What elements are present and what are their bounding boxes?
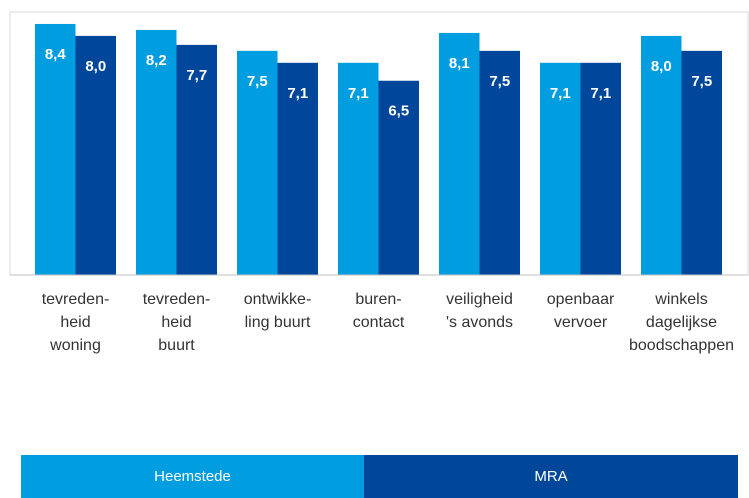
- value-label: 7,1: [550, 85, 571, 102]
- x-tick-label-line: boodschappen: [629, 337, 734, 354]
- x-tick-label-line: buren-: [355, 291, 401, 308]
- bar: [338, 62, 379, 275]
- value-label: 7,1: [287, 85, 308, 102]
- x-tick-label-line: heid: [161, 314, 191, 331]
- x-tick-label-line: contact: [353, 314, 405, 331]
- legend-label: Heemstede: [154, 468, 231, 485]
- bar: [479, 50, 520, 276]
- x-tick-label-line: 's avonds: [446, 314, 513, 331]
- legend-label: MRA: [534, 468, 567, 485]
- x-tick-label: winkels dagelijkse boodschappen: [629, 291, 734, 354]
- x-tick-label-line: woning: [49, 337, 101, 354]
- x-tick-label-line: vervoer: [554, 314, 608, 331]
- x-tick-label-line: ontwikke-: [244, 291, 312, 308]
- value-label: 7,5: [247, 73, 268, 90]
- bar: [75, 35, 116, 276]
- bar: [277, 62, 318, 275]
- value-label: 8,2: [146, 52, 167, 69]
- bar: [580, 62, 621, 275]
- bar: [641, 35, 682, 276]
- value-label: 8,1: [449, 55, 470, 72]
- x-tick-label-line: heid: [60, 314, 90, 331]
- x-tick-label: tevreden-heid woning: [42, 291, 110, 354]
- x-tick-label-line: dagelijkse: [646, 314, 717, 331]
- x-tick-label: veiligheid 's avonds: [446, 291, 513, 331]
- x-tick-label-line: tevreden-: [42, 291, 110, 308]
- x-tick-label: buren-contact: [353, 291, 405, 331]
- x-tick-label: tevreden-heid buurt: [143, 291, 211, 354]
- x-tick-label-line: winkels: [654, 291, 707, 308]
- bar: [378, 80, 419, 275]
- x-tick-label-line: buurt: [158, 337, 195, 354]
- x-tick-label-line: openbaar: [547, 291, 615, 308]
- bar: [237, 50, 278, 276]
- value-label: 6,5: [388, 103, 409, 120]
- value-label: 7,1: [590, 85, 611, 102]
- value-label: 8,0: [651, 58, 672, 75]
- x-tick-label-line: tevreden-: [143, 291, 211, 308]
- value-label: 7,1: [348, 85, 369, 102]
- bar: [35, 23, 76, 276]
- x-tick-label: ontwikke-ling buurt: [244, 291, 312, 331]
- x-tick-label: openbaar vervoer: [547, 291, 615, 331]
- value-label: 7,5: [691, 73, 712, 90]
- bar: [176, 44, 217, 275]
- value-label: 8,0: [85, 58, 106, 75]
- x-tick-label-line: veiligheid: [446, 291, 513, 308]
- value-label: 7,7: [186, 67, 207, 84]
- bar: [439, 32, 480, 275]
- value-label: 7,5: [489, 73, 510, 90]
- value-label: 8,4: [45, 46, 67, 63]
- bar: [136, 29, 177, 275]
- x-tick-label-line: ling buurt: [245, 314, 311, 331]
- bar: [540, 62, 581, 275]
- legend-swatch: [364, 455, 738, 498]
- legend-swatch: [21, 455, 364, 498]
- bar: [681, 50, 722, 276]
